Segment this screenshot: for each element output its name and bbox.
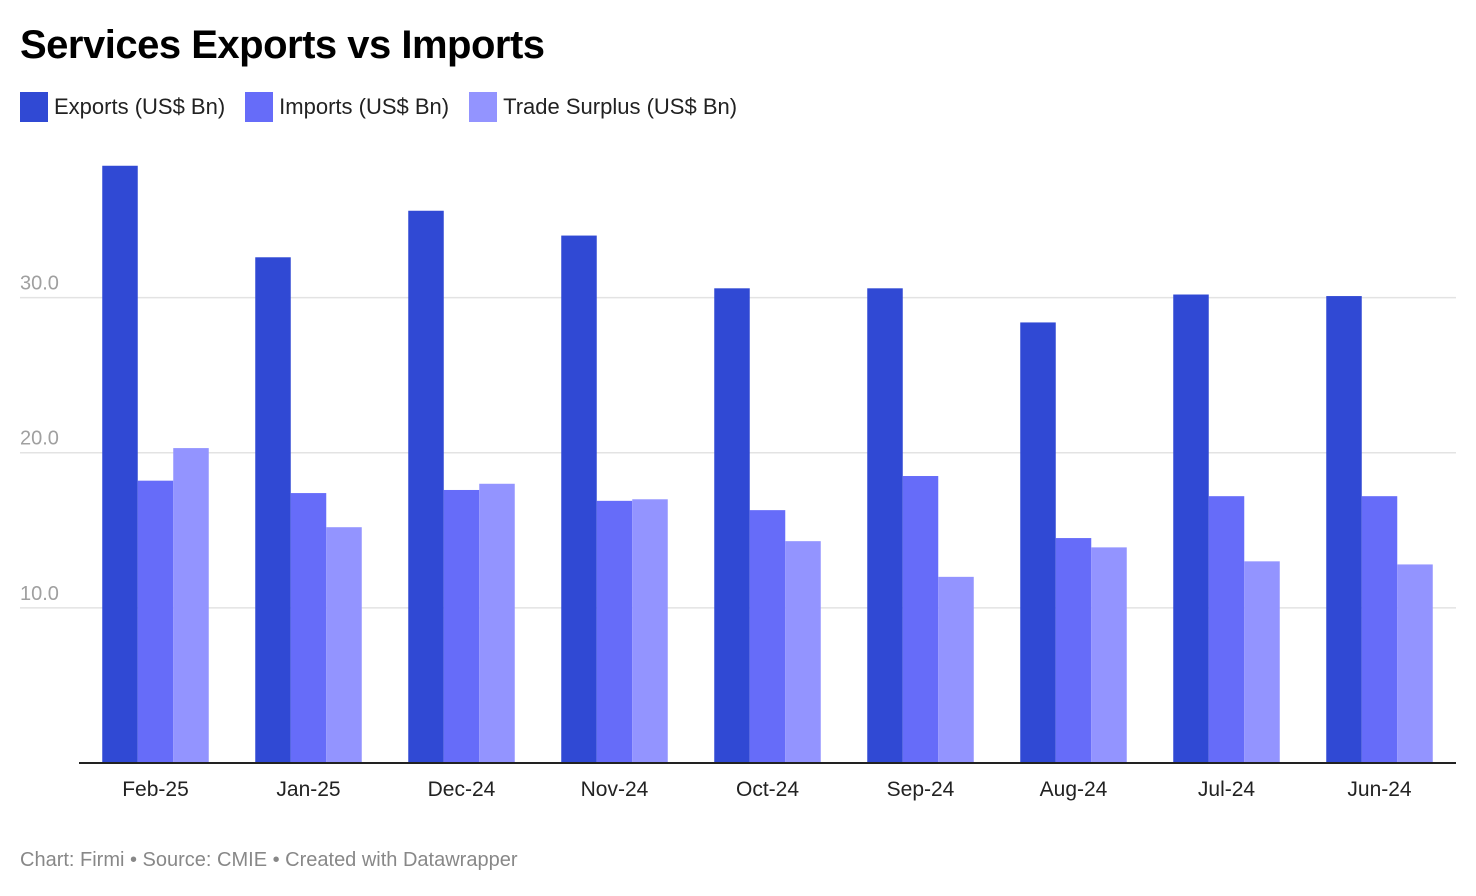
legend-label-trade-surplus: Trade Surplus (US$ Bn)	[503, 94, 738, 119]
bar-trade-aug-24	[1091, 547, 1127, 763]
x-tick-label: Dec-24	[428, 778, 496, 801]
x-tick-label: Aug-24	[1040, 778, 1108, 801]
legend-swatch-trade-surplus	[469, 92, 498, 122]
bar-trade-jul-24	[1244, 561, 1280, 763]
bar-trade-oct-24	[785, 541, 821, 763]
bar-exports-feb-25	[102, 165, 138, 763]
legend-item-exports: Exports (US$ Bn)	[20, 92, 225, 122]
chart-legend: Exports (US$ Bn) Imports (US$ Bn) Trade …	[20, 92, 757, 122]
x-tick-label: Oct-24	[736, 778, 799, 801]
legend-item-trade-surplus: Trade Surplus (US$ Bn)	[469, 92, 737, 122]
y-tick-label: 10.0	[20, 583, 59, 605]
x-tick-label: Jul-24	[1198, 778, 1256, 801]
x-tick-label: Jan-25	[276, 778, 340, 801]
bar-exports-oct-24	[714, 288, 750, 763]
x-axis-tick-labels: Feb-25 Jan-25 Dec-24 Nov-24 Oct-24 Sep-24 Aug-…	[122, 778, 1412, 801]
bar-imports-jul-24	[1208, 496, 1245, 763]
bar-trade-feb-25	[173, 448, 209, 763]
bar-exports-dec-24	[408, 210, 444, 763]
x-tick-label: Feb-25	[122, 778, 189, 801]
legend-label-exports: Exports (US$ Bn)	[54, 94, 226, 119]
bar-trade-jun-24	[1397, 564, 1433, 763]
bar-exports-sep-24	[867, 288, 903, 763]
bars	[102, 165, 1433, 764]
y-axis-tick-labels: 10.0 20.0 30.0	[20, 273, 59, 605]
legend-swatch-exports	[20, 92, 48, 122]
bar-imports-jan-25	[290, 493, 327, 763]
bar-exports-jun-24	[1326, 296, 1362, 763]
chart-footer-credit: Chart: Firmi • Source: CMIE • Created wi…	[20, 849, 518, 871]
y-tick-label: 30.0	[20, 273, 59, 295]
legend-item-imports: Imports (US$ Bn)	[245, 92, 449, 122]
x-tick-label: Jun-24	[1347, 778, 1412, 801]
bar-imports-feb-25	[137, 480, 174, 763]
y-tick-label: 20.0	[20, 428, 59, 450]
legend-label-imports: Imports (US$ Bn)	[279, 94, 450, 119]
bar-exports-jul-24	[1173, 294, 1209, 763]
x-tick-label: Nov-24	[581, 778, 649, 801]
bar-exports-aug-24	[1020, 322, 1056, 763]
bar-exports-jan-25	[255, 257, 291, 763]
bar-trade-nov-24	[632, 499, 668, 763]
bar-trade-jan-25	[326, 527, 362, 763]
bar-exports-nov-24	[561, 235, 597, 764]
bar-imports-dec-24	[443, 489, 480, 763]
bar-imports-sep-24	[902, 476, 939, 763]
x-tick-label: Sep-24	[887, 778, 955, 801]
bar-trade-sep-24	[938, 576, 974, 763]
bar-imports-aug-24	[1055, 538, 1092, 763]
bar-trade-dec-24	[479, 483, 515, 763]
bar-imports-jun-24	[1361, 496, 1398, 763]
bar-imports-nov-24	[596, 500, 633, 763]
legend-swatch-imports	[245, 92, 274, 122]
chart-title: Services Exports vs Imports	[20, 23, 545, 67]
bar-imports-oct-24	[749, 510, 786, 763]
